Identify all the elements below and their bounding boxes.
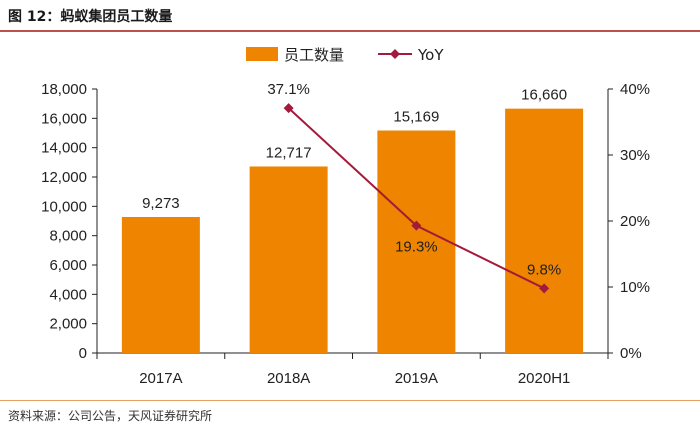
yoy-point — [283, 103, 294, 114]
bar-data-label: 15,169 — [393, 109, 439, 126]
legend-line-label: YoY — [417, 46, 444, 64]
yoy-data-label: 37.1% — [267, 81, 310, 98]
bar — [121, 216, 200, 353]
bar — [377, 130, 456, 353]
bar-data-label: 9,273 — [142, 195, 180, 212]
bar-data-label: 16,660 — [521, 87, 567, 104]
y-left-tick-label: 18,000 — [41, 81, 87, 98]
y-right-tick-label: 30% — [620, 147, 650, 164]
source-note: 资料来源：公司公告，天风证券研究所 — [8, 409, 213, 423]
y-left-tick-label: 16,000 — [41, 110, 87, 127]
yoy-data-label: 9.8% — [527, 261, 561, 278]
x-tick-label: 2020H1 — [518, 370, 571, 387]
legend-line-marker — [390, 49, 400, 59]
x-tick-label: 2019A — [395, 370, 438, 387]
yoy-point — [411, 220, 422, 231]
y-left-tick-label: 0 — [79, 345, 87, 362]
y-left-tick-label: 2,000 — [49, 316, 87, 333]
y-right-tick-label: 10% — [620, 279, 650, 296]
figure-title: 图 12：蚂蚁集团员工数量 — [8, 9, 173, 25]
y-right-tick-label: 40% — [620, 81, 650, 98]
y-left-tick-label: 14,000 — [41, 140, 87, 157]
y-left-tick-label: 6,000 — [49, 257, 87, 274]
y-left-tick-label: 8,000 — [49, 228, 87, 245]
yoy-data-label: 19.3% — [395, 239, 438, 256]
y-left-tick-label: 10,000 — [41, 198, 87, 215]
bar — [249, 166, 328, 353]
bar — [505, 108, 584, 353]
y-left-tick-label: 12,000 — [41, 169, 87, 186]
bar-data-label: 12,717 — [266, 144, 312, 161]
x-tick-label: 2018A — [267, 370, 310, 387]
y-right-tick-label: 0% — [620, 345, 642, 362]
yoy-point — [539, 283, 550, 294]
y-right-tick-label: 20% — [620, 213, 650, 230]
legend-bar-label: 员工数量 — [284, 46, 344, 64]
x-tick-label: 2017A — [139, 370, 182, 387]
title-rule — [0, 30, 700, 32]
y-left-tick-label: 4,000 — [49, 286, 87, 303]
legend-bar-swatch — [246, 47, 278, 61]
footer-rule — [0, 400, 700, 401]
